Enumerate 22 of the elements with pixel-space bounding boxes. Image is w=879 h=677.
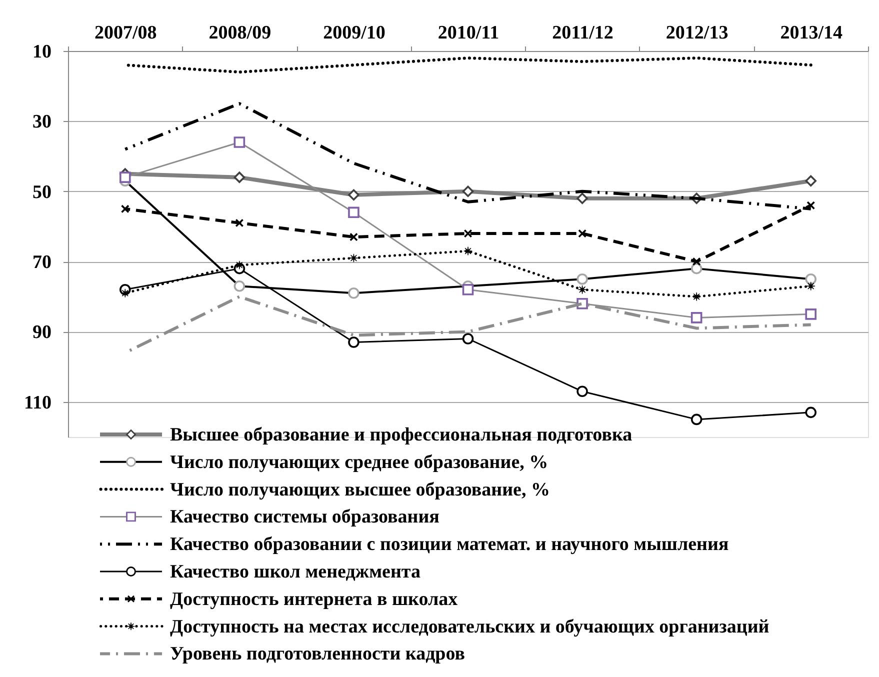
- y-tick-label: 70: [32, 252, 52, 274]
- legend-label: Уровень подготовленности кадров: [170, 644, 466, 665]
- x-tick-label: 2009/10: [323, 22, 386, 44]
- x-tick-label: 2007/08: [94, 22, 157, 44]
- y-tick-label: 50: [32, 182, 52, 203]
- legend-label: Доступность на местах исследовательских и обучающих организаций: [170, 616, 770, 638]
- legend-label: Качество образовании с позиции математ. и научного мышления: [170, 534, 729, 556]
- x-tick-label: 2010/11: [438, 22, 500, 44]
- x-tick-label: 2011/12: [552, 22, 614, 44]
- legend-label: Доступность интернета в школах: [170, 588, 458, 610]
- y-tick-label: 10: [32, 42, 52, 62]
- legend-label: Число получающих среднее образование, %: [170, 452, 548, 473]
- x-tick-label: 2012/13: [666, 22, 728, 44]
- legend-label: Высшее образование и профессиональная подготовка: [170, 424, 633, 446]
- legend-label: Качество школ менеджмента: [170, 562, 421, 582]
- x-tick-label: 2013/14: [780, 22, 843, 44]
- y-tick-label: 110: [24, 392, 52, 414]
- legend-label: Число получающих высшее образование, %: [170, 479, 550, 500]
- x-tick-label: 2008/09: [208, 22, 272, 44]
- y-tick-label: 90: [32, 322, 52, 344]
- y-tick-label: 30: [32, 112, 52, 133]
- legend-label: Качество системы образования: [170, 506, 440, 528]
